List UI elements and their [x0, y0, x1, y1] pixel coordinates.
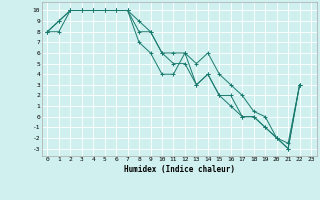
X-axis label: Humidex (Indice chaleur): Humidex (Indice chaleur)	[124, 165, 235, 174]
